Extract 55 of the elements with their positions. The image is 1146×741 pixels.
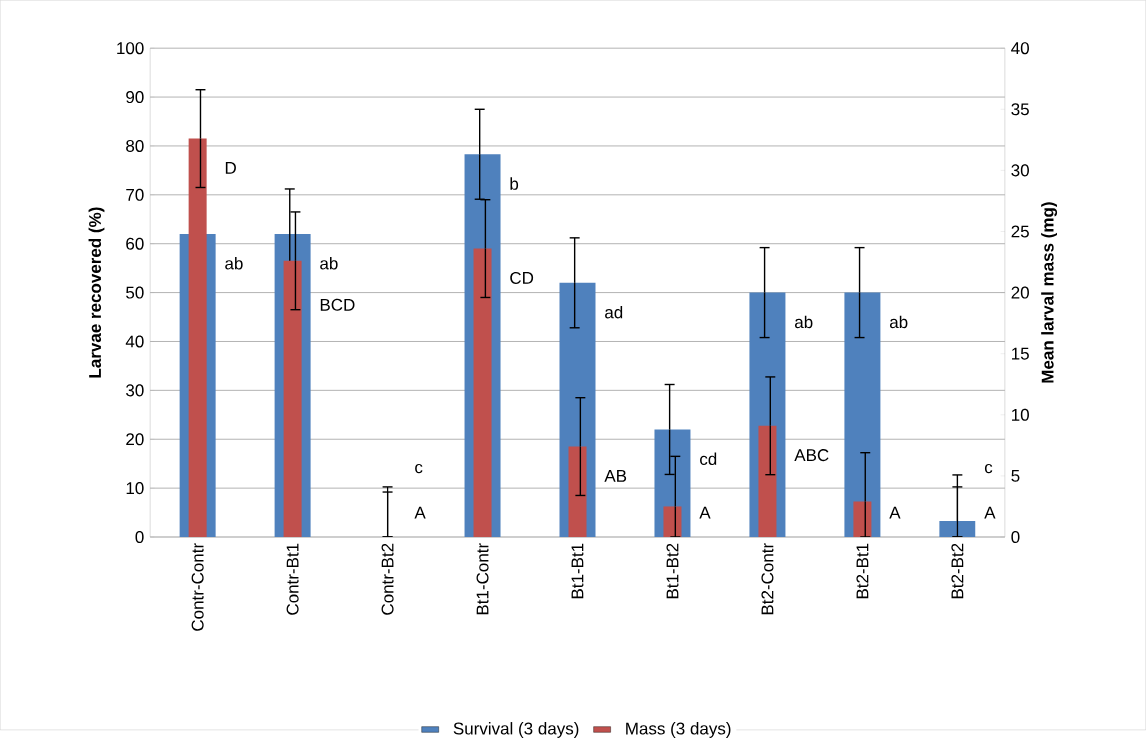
y2-tick-label: 20 <box>1011 286 1029 299</box>
annotation: ab <box>795 315 813 329</box>
y-axis-title: Larvae recovered (%) <box>88 207 105 378</box>
y-tick-label: 60 <box>126 237 144 250</box>
x-tick-label: Contr-Bt1 <box>286 543 299 615</box>
annotation: ab <box>225 257 243 270</box>
y-tick-label: 30 <box>126 384 144 397</box>
y-tick-label: 40 <box>125 335 144 348</box>
x-tick-label: Bt1-Bt2 <box>666 543 679 599</box>
bar <box>758 425 777 538</box>
annotation: ad <box>605 305 623 319</box>
annotation: BCD <box>320 298 355 311</box>
y-tick-label: 10 <box>126 482 144 495</box>
y2-tick-label: 25 <box>1011 225 1029 238</box>
x-tick-label: Contr-Bt2 <box>381 543 394 615</box>
y-tick-label: 0 <box>135 531 144 544</box>
y2-tick-label: 35 <box>1011 103 1029 116</box>
y-tick-label: 50 <box>126 286 144 299</box>
y-tick-label: 100 <box>117 42 144 55</box>
x-tick-label: Bt1-Bt1 <box>571 543 584 599</box>
annotation: A <box>414 506 426 519</box>
y-tick-label: 80 <box>126 139 144 153</box>
annotation: A <box>889 506 901 519</box>
annotation: A <box>984 506 996 519</box>
x-tick-label: Bt2-Contr <box>761 543 774 615</box>
y2-tick-label: 30 <box>1011 164 1029 177</box>
y-tick-label: 90 <box>126 91 144 104</box>
annotation: ab <box>889 315 908 329</box>
annotation: c <box>984 463 993 474</box>
legend-label: Survival (3 days) <box>453 722 579 738</box>
x-tick-label: Bt1-Contr <box>476 543 489 615</box>
y2-axis-title: Mean larval mass (mg) <box>1041 202 1058 383</box>
y2-tick-label: 15 <box>1012 347 1029 360</box>
y-tick-label: 70 <box>126 188 144 201</box>
annotation: c <box>415 463 423 474</box>
y2-tick-label: 0 <box>1011 531 1020 544</box>
legend-label: Mass (3 days) <box>626 722 731 738</box>
x-tick-label: Bt2-Bt2 <box>951 543 964 599</box>
annotation: ABC <box>794 449 829 462</box>
bar <box>939 520 976 538</box>
y2-tick-label: 10 <box>1012 408 1029 421</box>
annotation: CD <box>510 271 534 284</box>
annotation: ab <box>320 257 338 270</box>
y-tick-label: 20 <box>126 433 144 446</box>
annotation: b <box>510 177 519 190</box>
bar <box>844 292 881 538</box>
annotation: AB <box>604 470 627 482</box>
x-tick-label: Bt2-Bt1 <box>856 543 869 599</box>
x-tick-label: Contr-Contr <box>191 543 204 631</box>
annotation: A <box>699 506 711 519</box>
y2-tick-label: 40 <box>1011 42 1029 55</box>
y2-tick-label: 5 <box>1011 470 1020 482</box>
annotation: cd <box>700 452 717 466</box>
bar <box>473 248 492 538</box>
annotation: D <box>225 162 236 174</box>
